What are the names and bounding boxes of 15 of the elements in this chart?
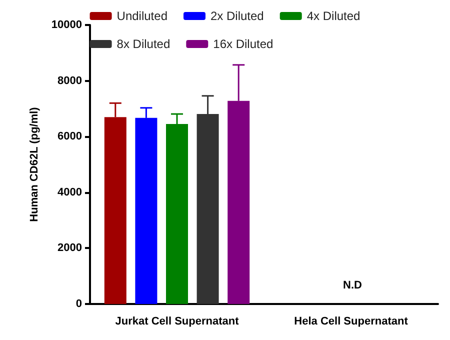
legend-label: 4x Diluted <box>306 9 360 23</box>
y-tick-label: 8000 <box>58 74 82 87</box>
y-tick-label: 0 <box>76 298 82 310</box>
y-tick-label: 4000 <box>58 186 82 198</box>
x-tick-label: Jurkat Cell Supernatant <box>115 316 240 328</box>
legend-label: 16x Diluted <box>213 37 274 51</box>
legend-label: Undiluted <box>116 9 168 23</box>
x-tick-label: Hela Cell Supernatant <box>294 316 408 328</box>
legend-label: 8x Diluted <box>116 37 170 51</box>
annotation: N.D <box>343 280 362 292</box>
y-tick-label: 10000 <box>51 19 82 31</box>
y-axis-title: Human CD62L (pg/ml) <box>28 106 40 222</box>
y-tick-label: 6000 <box>58 130 82 143</box>
legend-label: 2x Diluted <box>210 9 264 23</box>
y-tick-label: 2000 <box>58 242 82 254</box>
